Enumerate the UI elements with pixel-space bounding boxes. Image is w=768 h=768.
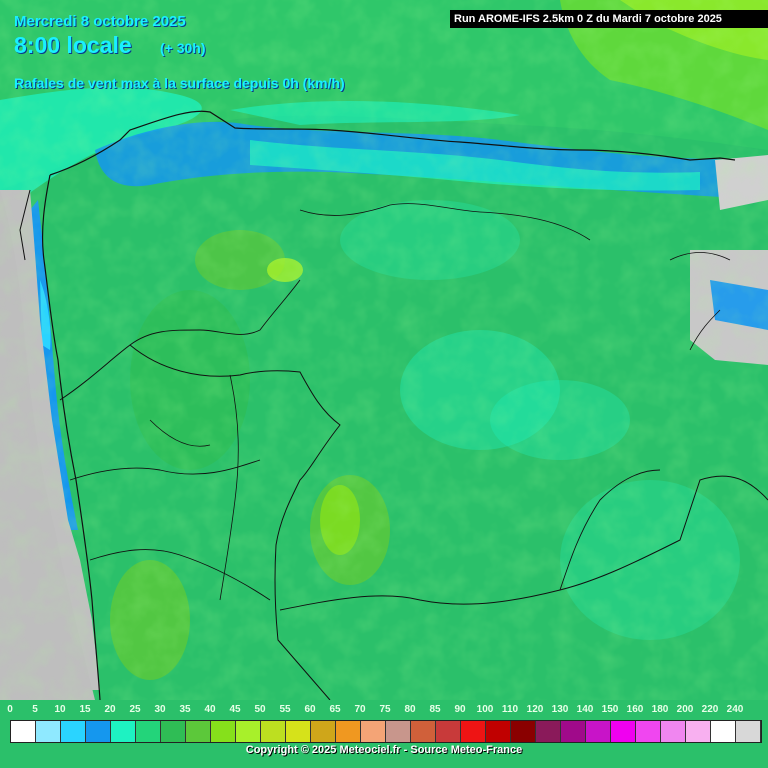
legend-swatch <box>11 721 36 742</box>
legend-tick-label: 10 <box>54 704 66 715</box>
legend-swatch <box>586 721 611 742</box>
legend-swatch <box>536 721 561 742</box>
legend-tick-label: 160 <box>626 704 644 715</box>
legend-swatch <box>661 721 686 742</box>
legend-swatch <box>61 721 86 742</box>
legend-tick-label: 85 <box>429 704 441 715</box>
legend-tick-label: 100 <box>476 704 494 715</box>
legend-swatch <box>636 721 661 742</box>
legend-tick-label: 5 <box>32 704 38 715</box>
legend-swatch <box>561 721 586 742</box>
legend-swatch <box>186 721 211 742</box>
legend-tick-label: 220 <box>701 704 719 715</box>
legend-swatch <box>736 721 761 742</box>
legend-labels: 0 5 10 15 20 25 30 35 40 45 50 55 60 65 70 75 80 85 90 100 1… <box>0 704 768 718</box>
legend-swatch <box>336 721 361 742</box>
legend-tick-label: 70 <box>354 704 366 715</box>
legend-tick-label: 0 <box>7 704 13 715</box>
legend-swatch <box>236 721 261 742</box>
legend-swatch <box>261 721 286 742</box>
legend-tick-label: 180 <box>651 704 669 715</box>
run-label: Run AROME-IFS 2.5km 0 Z du Mardi 7 octob… <box>450 10 768 28</box>
legend-swatches <box>10 720 762 743</box>
legend-tick-label: 75 <box>379 704 391 715</box>
legend-swatch <box>361 721 386 742</box>
legend-swatch <box>461 721 486 742</box>
legend-tick-label: 35 <box>179 704 191 715</box>
legend-tick-label: 20 <box>104 704 116 715</box>
legend-tick-label: 65 <box>329 704 341 715</box>
legend-tick-label: 50 <box>254 704 266 715</box>
legend-tick-label: 45 <box>229 704 241 715</box>
legend-swatch <box>86 721 111 742</box>
legend-tick-label: 30 <box>154 704 166 715</box>
legend-tick-label: 25 <box>129 704 141 715</box>
legend-tick-label: 240 <box>726 704 744 715</box>
legend-tick-label: 15 <box>79 704 91 715</box>
legend-tick-label: 80 <box>404 704 416 715</box>
forecast-time: 8:00 locale <box>14 32 132 58</box>
legend-tick-label: 55 <box>279 704 291 715</box>
legend-swatch <box>36 721 61 742</box>
legend-swatch <box>611 721 636 742</box>
legend-swatch <box>436 721 461 742</box>
legend-tick-label: 90 <box>454 704 466 715</box>
legend-swatch <box>311 721 336 742</box>
legend-swatch <box>411 721 436 742</box>
forecast-date: Mercredi 8 octobre 2025 <box>14 13 186 30</box>
legend-tick-label: 40 <box>204 704 216 715</box>
legend-swatch <box>136 721 161 742</box>
legend-tick-label: 150 <box>601 704 619 715</box>
legend-swatch <box>161 721 186 742</box>
copyright-text: Copyright © 2025 Meteociel.fr - Source M… <box>245 744 523 756</box>
legend-swatch <box>111 721 136 742</box>
legend-tick-label: 60 <box>304 704 316 715</box>
legend-swatch <box>211 721 236 742</box>
legend-tick-label: 200 <box>676 704 694 715</box>
legend-tick-label: 120 <box>526 704 544 715</box>
legend-tick-label: 140 <box>576 704 594 715</box>
map-subtitle: Rafales de vent max à la surface depuis … <box>14 75 345 91</box>
legend-swatch <box>686 721 711 742</box>
legend-swatch <box>711 721 736 742</box>
legend-swatch <box>286 721 311 742</box>
forecast-lead: (+ 30h) <box>160 40 206 56</box>
legend-tick-label: 130 <box>551 704 569 715</box>
legend-swatch <box>511 721 536 742</box>
legend-swatch <box>486 721 511 742</box>
legend-tick-label: 110 <box>501 704 519 715</box>
legend-swatch <box>386 721 411 742</box>
